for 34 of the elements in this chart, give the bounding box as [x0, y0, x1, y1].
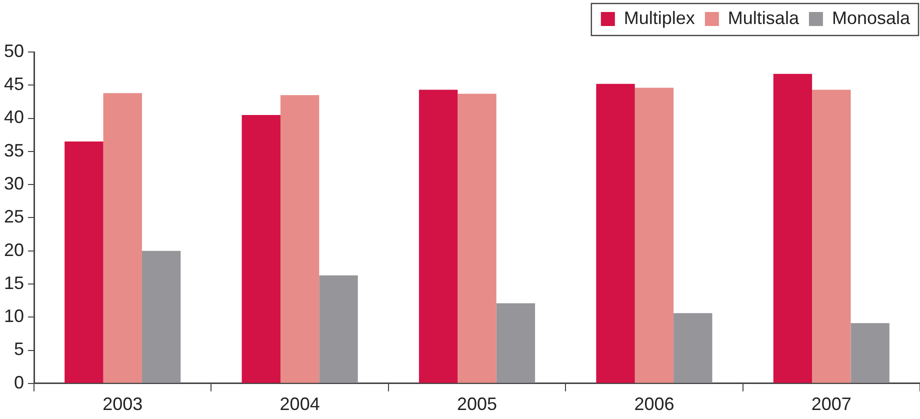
x-tick-label: 2007 — [811, 394, 852, 414]
bar — [103, 93, 142, 383]
legend-label: Multiplex — [624, 8, 695, 28]
y-tick-label: 30 — [4, 174, 24, 194]
x-tick-label: 2004 — [280, 394, 320, 414]
bar — [242, 114, 280, 383]
y-tick-label: 15 — [4, 272, 24, 293]
y-tick-label: 0 — [14, 372, 24, 392]
legend-label: Multisala — [728, 8, 800, 28]
bar — [280, 95, 320, 383]
bar — [64, 141, 104, 383]
y-tick-label: 40 — [4, 107, 24, 128]
bar — [812, 90, 851, 383]
bar — [142, 250, 181, 383]
y-tick-label: 50 — [4, 40, 24, 61]
bar — [418, 90, 458, 383]
bar — [596, 84, 635, 383]
y-tick-label: 5 — [14, 339, 24, 360]
y-tick-label: 35 — [4, 140, 24, 160]
y-tick-label: 20 — [4, 240, 24, 260]
bar — [458, 94, 496, 383]
x-tick-label: 2003 — [102, 394, 143, 414]
legend-label: Monosala — [832, 8, 911, 28]
bar — [674, 313, 712, 383]
bar — [496, 303, 536, 383]
bar — [773, 74, 812, 383]
y-tick-label: 45 — [4, 74, 24, 94]
x-tick-label: 2005 — [456, 394, 498, 414]
bar — [319, 275, 358, 383]
bar — [850, 323, 890, 383]
y-tick-label: 10 — [4, 306, 24, 326]
bar — [634, 88, 674, 383]
y-tick-label: 25 — [4, 206, 24, 227]
x-tick-label: 2006 — [634, 394, 674, 414]
